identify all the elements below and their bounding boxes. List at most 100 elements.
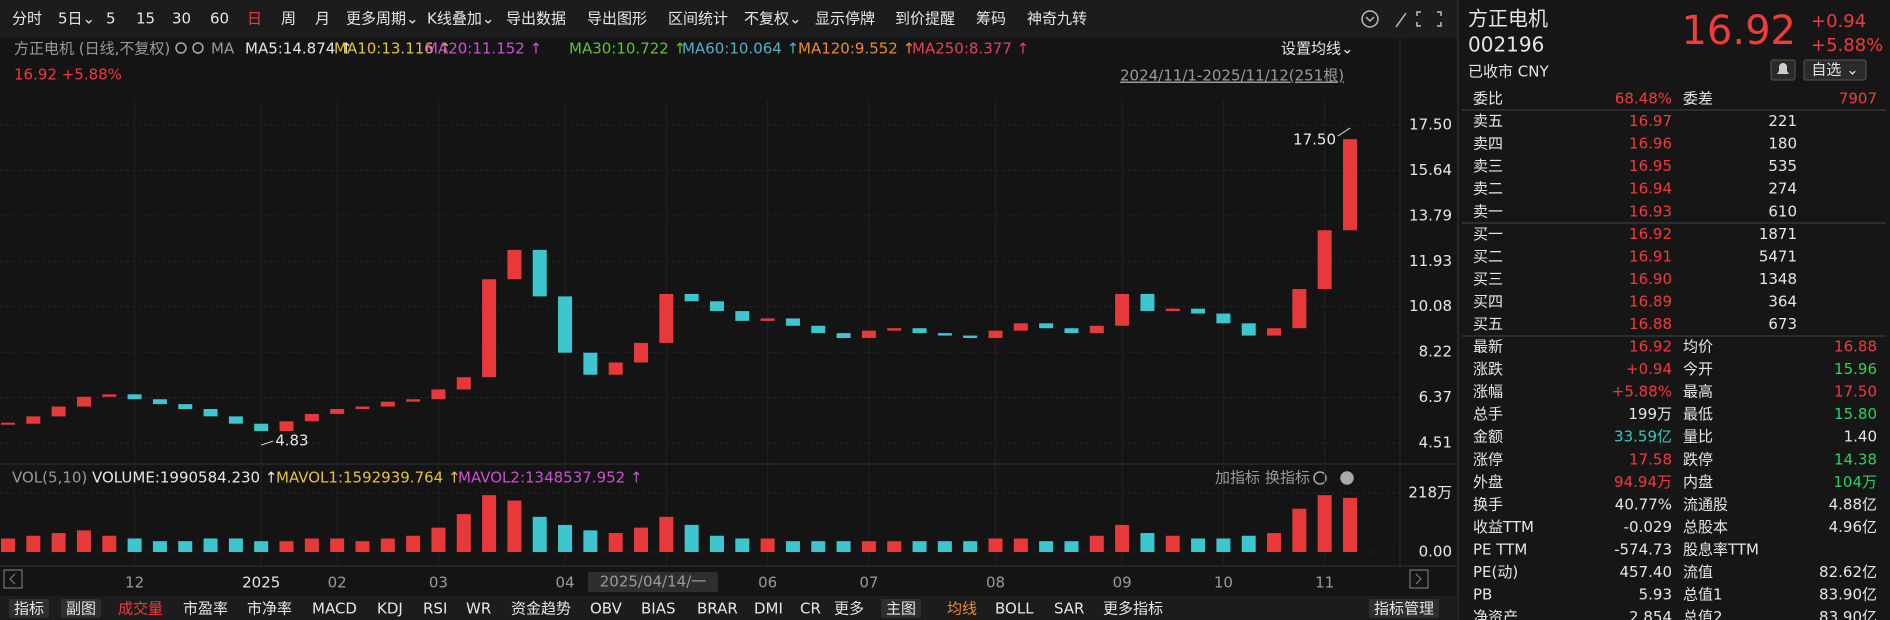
toolbar-item[interactable]: 分时	[12, 10, 42, 28]
book-volume: 610	[1768, 202, 1797, 220]
x-tick-label: 09	[1113, 574, 1132, 592]
indicator-tab[interactable]: KDJ	[377, 600, 403, 618]
volume-bar	[51, 533, 66, 552]
scroll-left[interactable]	[3, 569, 23, 589]
volume-bar	[76, 530, 91, 552]
candle	[912, 328, 927, 334]
candle	[1064, 328, 1079, 334]
indicator-tab[interactable]: MACD	[312, 600, 357, 618]
vol-button[interactable]: 加指标	[1215, 469, 1260, 487]
stock-name: 方正电机	[1468, 7, 1548, 31]
header-icons[interactable]	[175, 42, 1354, 485]
indicator-tab[interactable]: 主图	[886, 600, 916, 618]
indicator-tab[interactable]: 更多指标	[1103, 600, 1163, 618]
stat-value: 83.90亿	[1819, 608, 1877, 620]
candle	[482, 279, 497, 378]
indicator-tab[interactable]: BRAR	[697, 600, 738, 618]
indicator-tab[interactable]: WR	[466, 600, 491, 618]
toolbar-item[interactable]: 到价提醒	[895, 10, 955, 28]
volume-bar	[102, 535, 117, 552]
toolbar-item[interactable]: 导出图形	[587, 10, 647, 28]
arrow	[1415, 573, 1422, 585]
indicator-tab[interactable]: 均线	[947, 600, 977, 618]
toolbar-item[interactable]: 不复权⌄	[744, 10, 802, 28]
candle	[760, 318, 775, 321]
toolbar-item[interactable]: 5日⌄	[58, 10, 95, 28]
settings-icon[interactable]	[192, 42, 204, 54]
book-label: 委比	[1473, 90, 1503, 108]
indicator-tab[interactable]: OBV	[590, 600, 623, 618]
indicator-tab[interactable]: BIAS	[641, 600, 676, 618]
close-icon[interactable]	[1340, 471, 1354, 485]
toolbar-item[interactable]: 月	[315, 10, 330, 28]
candle	[1, 422, 15, 425]
volume-bar	[330, 538, 345, 552]
toolbar-item[interactable]: 神奇九转	[1027, 10, 1087, 28]
toolbar-item[interactable]: 周	[281, 10, 296, 28]
x-tick-label: 11	[1315, 574, 1334, 592]
candle	[355, 406, 370, 410]
toolbar-item[interactable]: 筹码	[976, 10, 1006, 28]
stat-value: 83.90亿	[1819, 586, 1877, 604]
volume-bar	[887, 541, 902, 552]
gear-icon[interactable]	[1313, 471, 1327, 485]
settings-icon[interactable]	[175, 42, 187, 54]
vol-indicator: MAVOL1:1592939.764 ↑	[276, 469, 461, 487]
indicator-tab[interactable]: 成交量	[118, 600, 163, 618]
stat-label: 总值1	[1683, 586, 1723, 604]
indicator-tab[interactable]: RSI	[423, 600, 447, 618]
toolbar-item[interactable]: 日	[247, 10, 262, 28]
indicator-tab[interactable]: DMI	[754, 600, 783, 618]
toolbar-item[interactable]: 更多周期⌄	[346, 10, 419, 28]
fullscreen-icon[interactable]	[1416, 11, 1442, 27]
book-label: 卖五	[1473, 112, 1503, 130]
volume-bar	[279, 541, 294, 552]
stat-value: -0.029	[1624, 518, 1672, 536]
toolbar-item[interactable]: 区间统计	[668, 10, 728, 28]
indicator-tab[interactable]: SAR	[1054, 600, 1084, 618]
book-price: 16.95	[1629, 157, 1672, 175]
watch-label[interactable]: 自选 ⌄	[1811, 61, 1858, 79]
volume-bar	[1064, 541, 1079, 552]
stat-value: 457.40	[1620, 563, 1673, 581]
indicator-tab[interactable]: 指标	[14, 600, 44, 618]
book-label: 买四	[1473, 292, 1503, 310]
stat-value: +5.88%	[1612, 383, 1672, 401]
indicator-tab[interactable]: 市净率	[247, 600, 292, 618]
toolbar-item[interactable]: 15	[136, 10, 155, 28]
indicator-tab[interactable]: 更多	[834, 600, 864, 618]
book-price: 16.97	[1629, 112, 1672, 130]
toolbar-item[interactable]: 导出数据	[506, 10, 566, 28]
stat-value: 4.88亿	[1829, 495, 1877, 513]
toolbar-item[interactable]: 5	[106, 10, 116, 28]
date-tag-box	[588, 572, 718, 592]
set-ma[interactable]: 设置均线⌄	[1281, 40, 1354, 58]
book-value: 7907	[1839, 90, 1877, 108]
book-volume: 221	[1768, 112, 1797, 130]
toolbar-item[interactable]: 显示停牌	[815, 10, 875, 28]
indicator-tab[interactable]: CR	[800, 600, 821, 618]
y-tick-label: 0.00	[1419, 543, 1452, 561]
scroll-right[interactable]	[1409, 569, 1429, 589]
toolbar-item[interactable]: K线叠加⌄	[427, 10, 494, 28]
stat-label: 最高	[1683, 383, 1713, 401]
vol-button[interactable]: 换指标	[1265, 469, 1310, 487]
ma-label: MA	[211, 40, 235, 58]
toolbar-item[interactable]: 60	[210, 10, 229, 28]
volume-bar	[709, 535, 724, 552]
indicator-tab[interactable]: 副图	[66, 600, 96, 618]
indicator-tab[interactable]: 资金趋势	[511, 600, 571, 618]
indicator-tab[interactable]: BOLL	[995, 600, 1034, 618]
scroll-buttons[interactable]	[3, 569, 1429, 589]
toolbar-icons[interactable]	[1361, 10, 1442, 28]
volume-bar	[380, 538, 395, 552]
candle	[608, 362, 623, 375]
toolbar-item[interactable]: 30	[172, 10, 191, 28]
book-price: 16.93	[1629, 202, 1672, 220]
watch-button[interactable]	[1803, 59, 1867, 81]
indicator-tab[interactable]: 市盈率	[183, 600, 228, 618]
pen-icon[interactable]	[1395, 12, 1407, 28]
volume-bar	[482, 495, 497, 552]
indicator-tab[interactable]: 指标管理	[1374, 600, 1434, 618]
collapse-icon[interactable]	[1361, 10, 1379, 28]
